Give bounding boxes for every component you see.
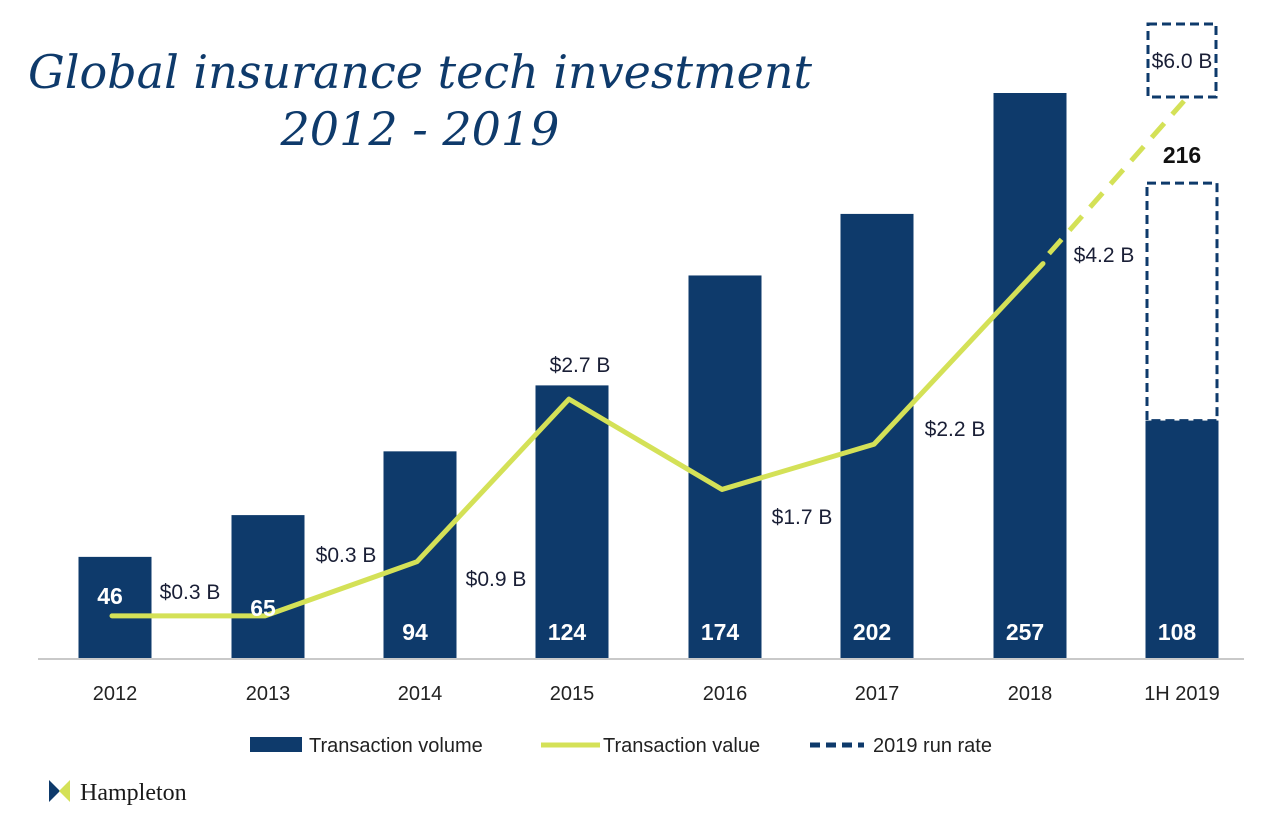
run-rate-boxes xyxy=(1145,22,1219,423)
value-label: $0.3 B xyxy=(160,581,221,604)
x-tick-label: 2017 xyxy=(855,683,900,705)
legend-label-volume: Transaction volume xyxy=(309,735,483,757)
value-line xyxy=(109,99,1186,619)
bar-2016 xyxy=(688,275,762,658)
legend-swatch-volume xyxy=(250,737,302,752)
volume-label: 94 xyxy=(402,619,428,645)
chart-title: Global insurance tech investment 2012 - … xyxy=(28,45,812,156)
legend-label-value: Transaction value xyxy=(603,735,760,757)
bar-2017 xyxy=(840,213,914,658)
value-label: $2.2 B xyxy=(925,418,986,441)
value-label: $0.9 B xyxy=(466,568,527,591)
bar-2015 xyxy=(535,385,609,658)
volume-label: 108 xyxy=(1158,619,1197,645)
x-tick-label: 2016 xyxy=(703,683,748,705)
run-rate-value-box xyxy=(1146,22,1218,99)
x-tick-label: 1H 2019 xyxy=(1144,683,1220,705)
value-label: $1.7 B xyxy=(772,506,833,529)
bar-2014 xyxy=(383,451,457,658)
logo-mark-right-icon xyxy=(59,780,70,802)
logo-mark-left-icon xyxy=(49,780,60,802)
run-rate-volume-label: 216 xyxy=(1163,142,1201,168)
x-tick-label: 2013 xyxy=(246,683,291,705)
volume-label: 46 xyxy=(97,583,123,609)
hampleton-logo: Hampleton xyxy=(49,780,187,806)
value-line-path xyxy=(109,261,1046,619)
bar-2012 xyxy=(78,556,152,658)
x-tick-label: 2018 xyxy=(1008,683,1053,705)
volume-label: 257 xyxy=(1006,619,1044,645)
run-rate-value-label: $6.0 B xyxy=(1152,50,1213,73)
volume-label: 65 xyxy=(250,595,276,621)
run-rate-value-line xyxy=(1047,99,1186,256)
x-tick-label: 2014 xyxy=(398,683,443,705)
volume-bars xyxy=(78,93,1219,658)
volume-label: 174 xyxy=(701,619,740,645)
volume-label: 202 xyxy=(853,619,891,645)
logo-text: Hampleton xyxy=(80,780,187,806)
volume-label: 124 xyxy=(548,619,587,645)
chart-subtitle-line: 2012 - 2019 xyxy=(280,102,560,156)
run-rate-volume-box xyxy=(1145,181,1219,423)
x-axis-ticks: 2012 2013 2014 2015 2016 2017 2018 1H 2019 xyxy=(93,683,1220,705)
bar-1h-2019 xyxy=(1145,420,1219,658)
legend: Transaction volume Transaction value 201… xyxy=(250,735,992,757)
legend-label-runrate: 2019 run rate xyxy=(873,735,992,757)
value-label: $2.7 B xyxy=(550,354,611,377)
bar-2018 xyxy=(993,93,1067,658)
x-tick-label: 2015 xyxy=(550,683,595,705)
bar-2013 xyxy=(231,515,305,658)
value-label: $4.2 B xyxy=(1074,244,1135,267)
value-label: $0.3 B xyxy=(316,544,377,567)
data-labels: 46 65 94 124 174 202 257 108 $0.3 B $0.3 B $0.9 B $… xyxy=(97,50,1212,645)
chart-title-line: Global insurance tech investment xyxy=(28,45,812,99)
x-tick-label: 2012 xyxy=(93,683,138,705)
